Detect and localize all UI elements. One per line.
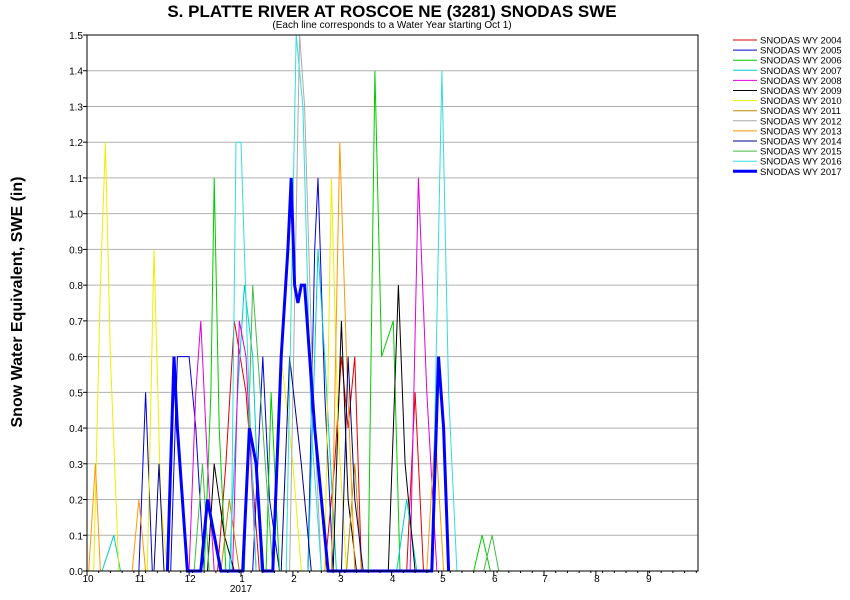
y-tick-label: 0.3 [69,460,83,471]
x-year-label: 2017 [230,584,253,595]
axis-ticks: 0.0 0.1 0.2 0.3 0.4 0.5 0.6 0.7 0.8 0.9 1.0 1.1 1.2 1… [69,31,697,595]
legend-label: SNODAS WY 2017 [760,167,842,178]
x-tick-label: 3 [338,574,344,585]
y-tick-label: 0.5 [69,388,83,399]
legend-label: SNODAS WY 2011 [760,106,841,117]
x-tick-label: 5 [440,574,446,585]
x-tick-label: 2 [291,574,297,585]
legend-label: SNODAS WY 2008 [760,76,842,87]
y-tick-label: 1.1 [69,174,83,185]
chart-subtitle: (Each line corresponds to a Water Year s… [272,20,512,31]
x-tick-label: 7 [542,574,548,585]
x-tick-label: 10 [82,574,94,585]
series-line [207,285,416,572]
legend-label: SNODAS WY 2016 [760,157,842,168]
legend-label: SNODAS WY 2009 [760,86,842,97]
legend-label: SNODAS WY 2005 [760,46,842,57]
legend-label: SNODAS WY 2015 [760,147,842,158]
y-tick-label: 1.4 [69,67,83,78]
series-group [88,34,500,573]
y-tick-label: 0.4 [69,424,83,435]
y-tick-label: 1.5 [69,31,83,42]
x-tick-label: 11 [135,574,146,585]
y-tick-label: 0.8 [69,281,83,292]
chart-title: S. PLATTE RIVER AT ROSCOE NE (3281) SNOD… [167,2,617,21]
series-line [230,34,458,572]
y-tick-label: 0.7 [69,317,83,328]
y-tick-label: 0.9 [69,245,83,256]
legend-label: SNODAS WY 2012 [760,116,842,127]
legend-label: SNODAS WY 2010 [760,96,842,107]
x-tick-label: 8 [594,574,600,585]
y-tick-label: 0.0 [69,567,83,578]
y-tick-label: 0.1 [69,531,83,542]
x-tick-label: 12 [185,574,197,585]
legend-label: SNODAS WY 2004 [760,36,842,47]
x-tick-label: 6 [492,574,498,585]
grid [87,34,698,572]
legend-label: SNODAS WY 2013 [760,126,842,137]
y-tick-label: 1.2 [69,138,83,149]
y-tick-label: 1.0 [69,210,83,221]
y-tick-label: 0.6 [69,353,83,364]
plot-frame [86,34,699,572]
x-tick-label: 4 [390,574,396,585]
legend-label: SNODAS WY 2014 [760,137,842,148]
legend-label: SNODAS WY 2007 [760,66,842,77]
y-tick-label: 1.3 [69,102,83,113]
legend-label: SNODAS WY 2006 [760,56,842,67]
x-tick-label: 9 [646,574,652,585]
plot-border [86,34,699,572]
series-line [188,177,438,572]
x-tick-label: 1 [239,574,245,585]
y-tick-label: 0.2 [69,496,83,507]
series-line [153,356,364,572]
